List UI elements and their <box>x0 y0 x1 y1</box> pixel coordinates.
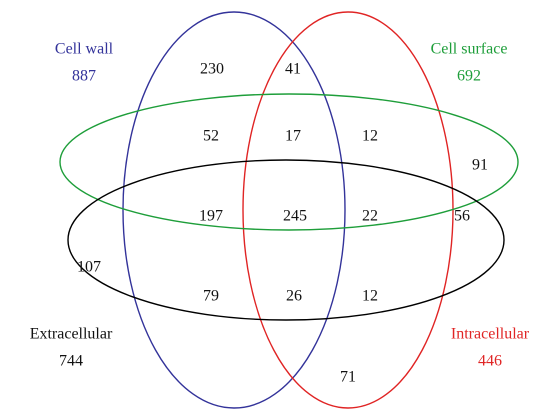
set-total: 692 <box>457 68 481 85</box>
region-count: 79 <box>203 288 219 305</box>
set-ellipse <box>59 93 519 231</box>
region-count: 197 <box>199 208 223 225</box>
set-name: Intracellular <box>451 326 530 343</box>
set-ellipse <box>67 159 505 321</box>
set-total: 446 <box>478 353 502 370</box>
region-count: 17 <box>285 128 301 145</box>
region-count: 230 <box>200 61 224 78</box>
set-ellipse <box>242 11 454 409</box>
region-count: 245 <box>283 208 307 225</box>
region-count: 56 <box>454 208 470 225</box>
region-count: 41 <box>285 61 301 78</box>
region-count: 22 <box>362 208 378 225</box>
region-count: 91 <box>472 157 488 174</box>
region-count: 71 <box>340 369 356 386</box>
region-count: 26 <box>286 288 302 305</box>
region-count: 52 <box>203 128 219 145</box>
region-count: 12 <box>362 128 378 145</box>
set-ellipse <box>122 11 346 409</box>
region-count: 12 <box>362 288 378 305</box>
set-total: 887 <box>72 68 96 85</box>
set-name: Cell surface <box>431 41 508 58</box>
set-name: Extracellular <box>30 326 113 343</box>
set-name: Cell wall <box>55 41 114 58</box>
region-count: 107 <box>77 259 101 276</box>
set-total: 744 <box>59 353 83 370</box>
